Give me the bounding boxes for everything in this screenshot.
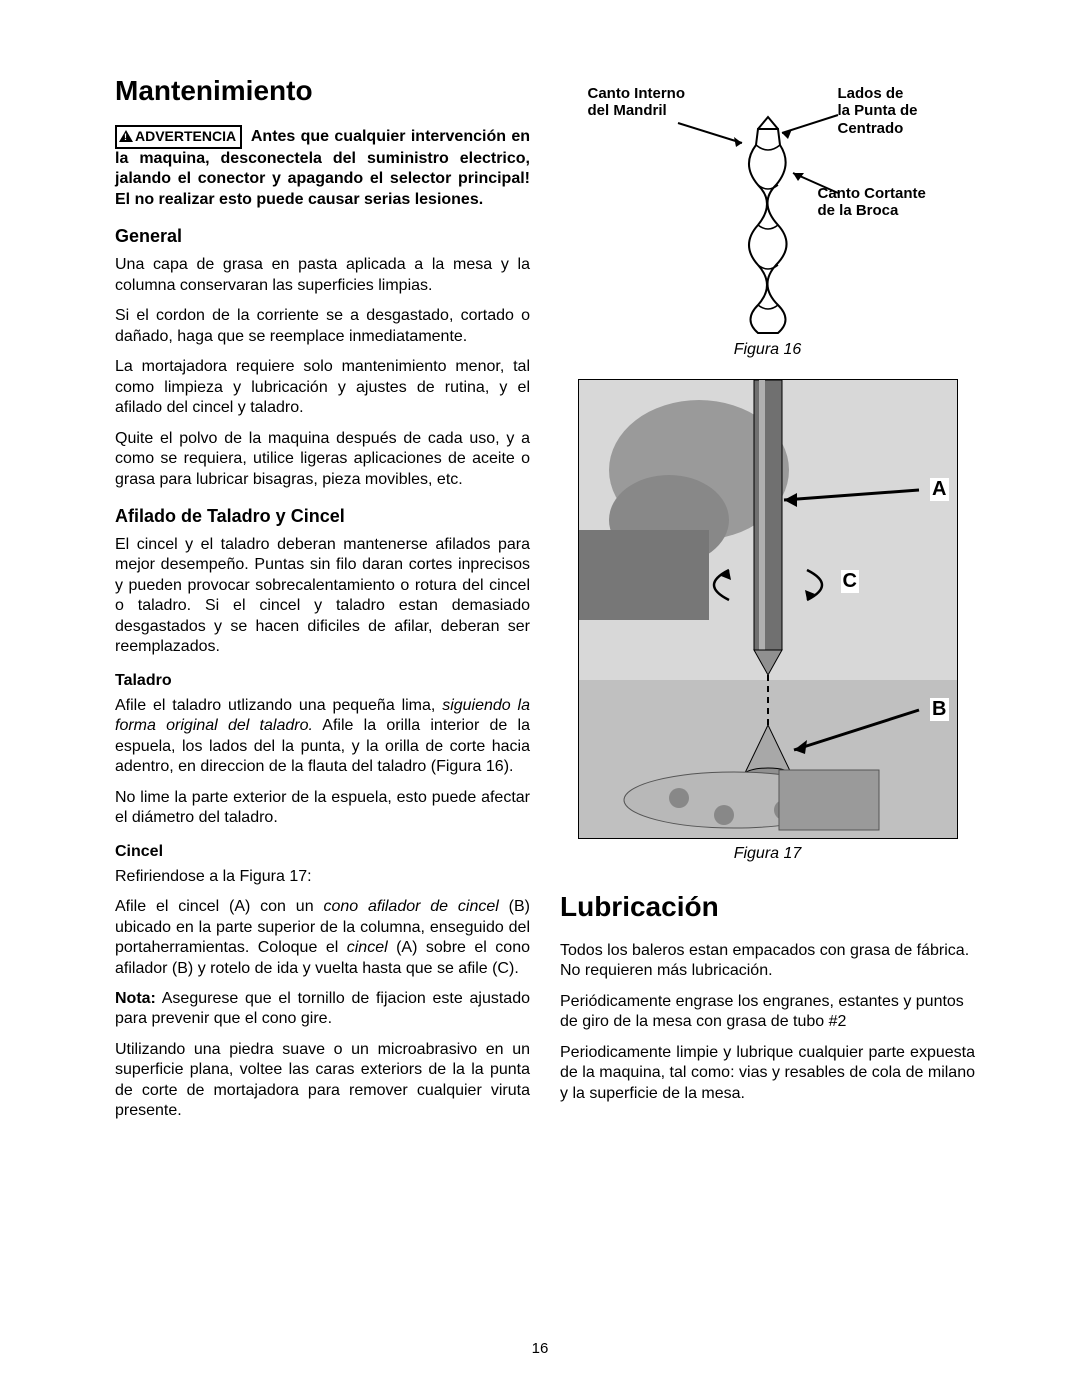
para-cincel-3: Nota: Asegurese que el tornillo de fijac…	[115, 989, 530, 1030]
warning-badge-text: ADVERTENCIA	[135, 128, 236, 144]
warning-triangle-icon	[119, 130, 133, 142]
para-cincel-1: Refiriendose a la Figura 17:	[115, 867, 530, 887]
para-taladro-2: No lime la parte exterior de la espuela,…	[115, 788, 530, 829]
heading-taladro: Taladro	[115, 672, 530, 690]
para-lub-3: Periodicamente limpie y lubrique cualqui…	[560, 1043, 975, 1104]
para-taladro-1a: Afile el taladro utlizando una pequeña l…	[115, 697, 442, 714]
heading-mantenimiento: Mantenimiento	[115, 75, 530, 107]
para-cincel-2: Afile el cincel (A) con un cono afilador…	[115, 897, 530, 979]
para-cincel-2d: cincel	[347, 939, 388, 956]
para-general-3: La mortajadora requiere solo mantenimien…	[115, 357, 530, 418]
heading-afilado: Afilado de Taladro y Cincel	[115, 506, 530, 527]
warning-badge: ADVERTENCIA	[115, 125, 242, 149]
para-lub-1: Todos los baleros estan empacados con gr…	[560, 941, 975, 982]
para-cincel-2a: Afile el cincel (A) con un	[115, 898, 323, 915]
para-general-2: Si el cordon de la corriente se a desgas…	[115, 306, 530, 347]
para-cincel-2b: cono afilador de cincel	[323, 898, 498, 915]
fig17-label-c: C	[841, 570, 859, 593]
fig17-label-b: B	[930, 698, 948, 721]
left-column: Mantenimiento ADVERTENCIA Antes que cual…	[115, 75, 530, 1132]
para-general-4: Quite el polvo de la maquina después de …	[115, 429, 530, 490]
para-cincel-3b: Asegurese que el tornillo de fijacion es…	[115, 990, 530, 1027]
para-taladro-1: Afile el taladro utlizando una pequeña l…	[115, 696, 530, 778]
figure-17: A C B Figura 17	[560, 379, 975, 863]
page-number: 16	[532, 1340, 549, 1357]
figure-16: Canto Internodel Mandril Lados dela Punt…	[560, 85, 975, 359]
figure-16-caption: Figura 16	[560, 341, 975, 359]
figure-17-caption: Figura 17	[560, 845, 975, 863]
page-content: Mantenimiento ADVERTENCIA Antes que cual…	[115, 75, 975, 1132]
fig17-label-a: A	[930, 478, 948, 501]
drill-bit-icon	[588, 85, 948, 335]
para-cincel-4: Utilizando una piedra suave o un microab…	[115, 1040, 530, 1122]
heading-general: General	[115, 226, 530, 247]
heading-cincel: Cincel	[115, 843, 530, 861]
figure-16-diagram: Canto Internodel Mandril Lados dela Punt…	[588, 85, 948, 335]
para-cincel-3a: Nota:	[115, 990, 156, 1007]
right-column: Canto Internodel Mandril Lados dela Punt…	[560, 75, 975, 1132]
para-afilado-1: El cincel y el taladro deberan manteners…	[115, 535, 530, 658]
chisel-sharpen-icon	[579, 380, 958, 839]
figure-17-photo: A C B	[578, 379, 958, 839]
heading-lubricacion: Lubricación	[560, 891, 975, 923]
para-lub-2: Periódicamente engrase los engranes, est…	[560, 992, 975, 1033]
warning-paragraph: ADVERTENCIA Antes que cualquier interven…	[115, 125, 530, 210]
para-general-1: Una capa de grasa en pasta aplicada a la…	[115, 255, 530, 296]
